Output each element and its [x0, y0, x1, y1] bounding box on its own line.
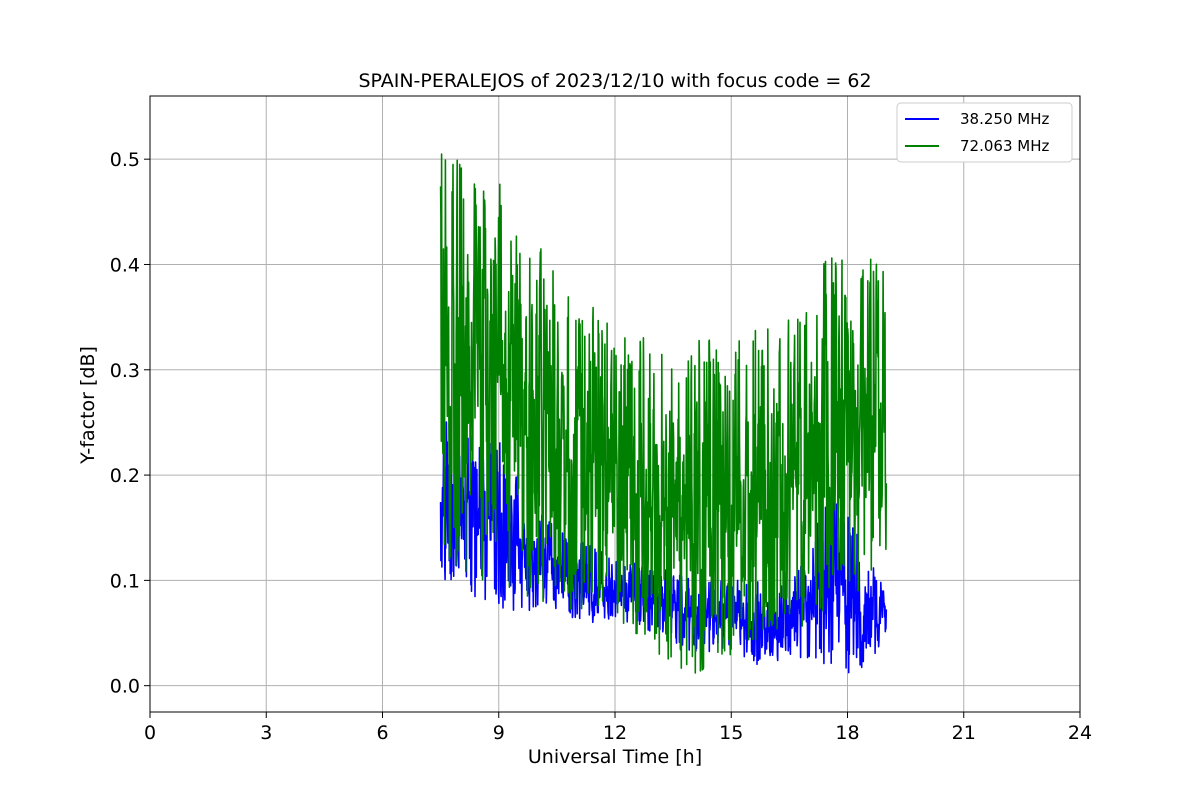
- x-tick-label: 9: [493, 722, 505, 744]
- y-tick-label: 0.2: [110, 465, 140, 487]
- y-tick-label: 0.3: [110, 360, 140, 382]
- x-tick-label: 12: [603, 722, 627, 744]
- x-tick-label: 18: [835, 722, 859, 744]
- y-tick-label: 0.5: [110, 149, 140, 171]
- ticks: 0 3 6 9 12 15 18 21 24 0.0 0.1 0.2 0.3 0.4 0.5: [110, 149, 1092, 744]
- legend-box: [896, 102, 1073, 163]
- x-tick-label: 6: [376, 722, 388, 744]
- y-axis-label: Y-factor [dB]: [77, 346, 99, 465]
- legend-label-38-mhz: 38.250 MHz: [960, 110, 1049, 128]
- y-tick-label: 0.4: [110, 254, 140, 276]
- y-tick-label: 0.1: [110, 570, 140, 592]
- series-layer: [439, 153, 888, 674]
- series-line-38-250-mhz: [439, 408, 888, 674]
- chart-title: SPAIN-PERALEJOS of 2023/12/10 with focus…: [358, 70, 871, 92]
- x-tick-label: 24: [1068, 722, 1092, 744]
- series-line-72-063-mhz: [439, 153, 888, 674]
- legend-label-72-mhz: 72.063 MHz: [960, 137, 1049, 155]
- x-tick-label: 3: [260, 722, 272, 744]
- x-tick-label: 15: [719, 722, 743, 744]
- x-tick-label: 21: [952, 722, 976, 744]
- legend: 38.250 MHz 72.063 MHz: [896, 102, 1073, 163]
- y-tick-label: 0.0: [110, 676, 140, 698]
- x-axis-label: Universal Time [h]: [528, 746, 702, 768]
- x-tick-label: 0: [144, 722, 156, 744]
